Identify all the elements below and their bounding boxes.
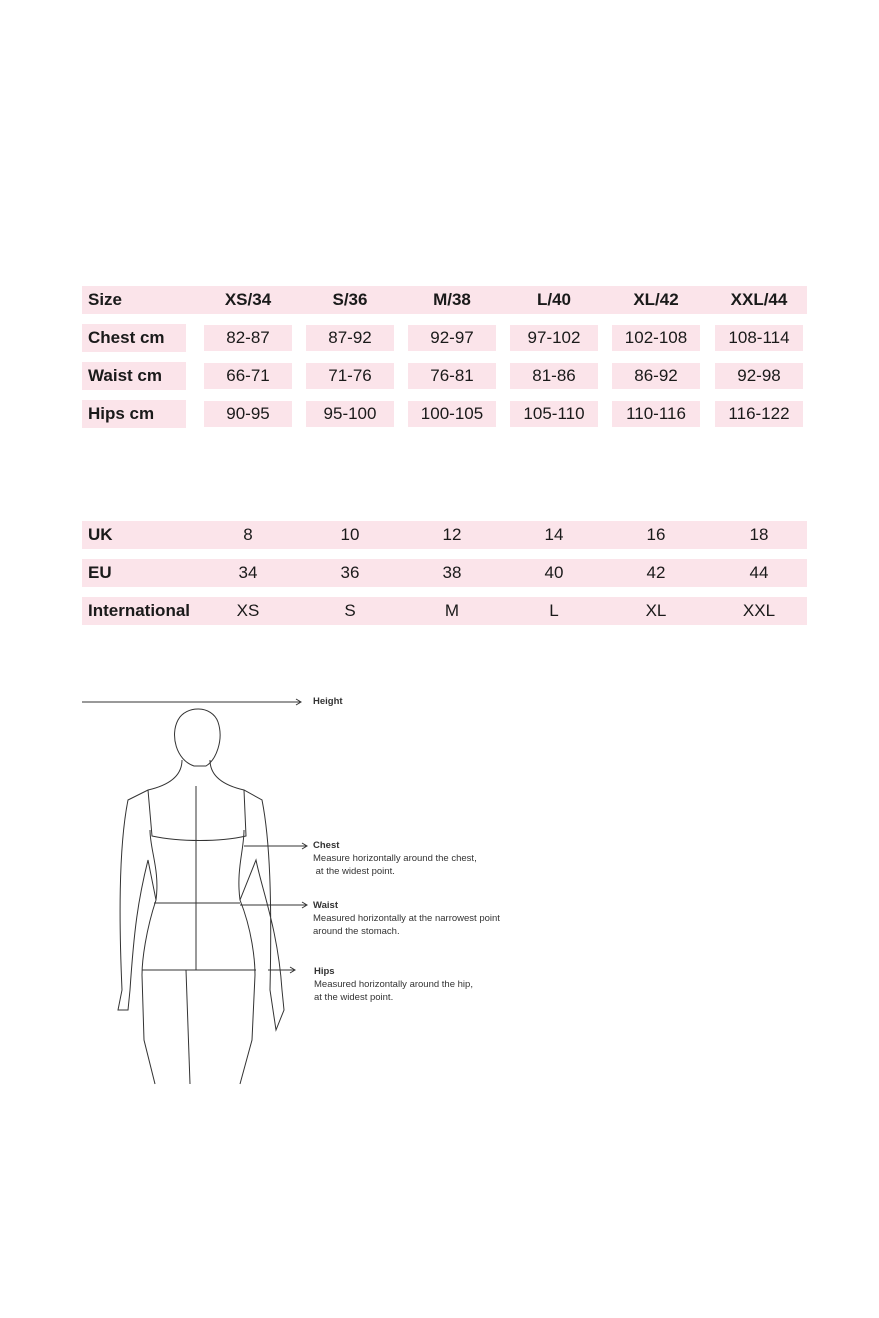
table-cell: 18	[749, 525, 769, 544]
table-cell: 38	[442, 563, 462, 582]
table-cell: 66-71	[204, 363, 292, 389]
row-label: EU	[88, 563, 112, 582]
table-cell: XL	[645, 601, 667, 620]
table-cell: 108-114	[715, 325, 803, 351]
table-cell: 102-108	[612, 325, 700, 351]
row-label: Hips cm	[82, 400, 186, 428]
table-cell: 110-116	[612, 401, 700, 427]
size-header: L/40	[536, 290, 572, 309]
table-cell: 92-97	[408, 325, 496, 351]
size-header: XXL/44	[730, 290, 788, 309]
table-cell: 90-95	[204, 401, 292, 427]
table-cell: 116-122	[715, 401, 803, 427]
size-header: M/38	[433, 290, 471, 309]
table-cell: 92-98	[715, 363, 803, 389]
row-label: UK	[88, 525, 113, 544]
header-label: Size	[88, 290, 123, 309]
row-label: Chest cm	[82, 324, 186, 352]
table-cell: 10	[340, 525, 360, 544]
table-cell: 87-92	[306, 325, 394, 351]
table-cell: 40	[544, 563, 564, 582]
table-cell: 82-87	[204, 325, 292, 351]
height-label: Height	[313, 696, 343, 707]
table-cell: 97-102	[510, 325, 598, 351]
table-cell: 44	[749, 563, 769, 582]
table-cell: 105-110	[510, 401, 598, 427]
table-cell: 8	[243, 525, 253, 544]
row-label: International	[88, 601, 191, 620]
table-cell: 71-76	[306, 363, 394, 389]
table-cell: 34	[238, 563, 258, 582]
chest-note: Chest Measure horizontally around the che…	[313, 840, 477, 877]
row-label: Waist cm	[82, 362, 186, 390]
table-cell: 100-105	[408, 401, 496, 427]
size-header: XS/34	[224, 290, 272, 309]
header-row-bg	[82, 286, 807, 314]
table-cell: M	[444, 601, 460, 620]
row-bg	[82, 521, 807, 549]
head	[174, 708, 221, 767]
table-cell: 12	[442, 525, 462, 544]
row-bg	[82, 597, 807, 625]
table-cell: 36	[340, 563, 360, 582]
size-header: XL/42	[633, 290, 679, 309]
table-cell: XS	[236, 601, 260, 620]
table-cell: XXL	[742, 601, 776, 620]
table-cell: 76-81	[408, 363, 496, 389]
body-figure-illustration	[82, 698, 308, 1085]
table-cell: S	[344, 601, 356, 620]
waist-note: Waist Measured horizontally at the narrow…	[313, 900, 500, 937]
table-cell: 14	[544, 525, 564, 544]
table-cell: 95-100	[306, 401, 394, 427]
table-cell: 16	[646, 525, 666, 544]
table-cell: L	[549, 601, 559, 620]
table-cell: 42	[646, 563, 666, 582]
table-cell: 81-86	[510, 363, 598, 389]
table-cell: 86-92	[612, 363, 700, 389]
hips-note: Hips Measured horizontally around the hip…	[314, 966, 473, 1003]
size-header: S/36	[332, 290, 368, 309]
row-bg	[82, 559, 807, 587]
